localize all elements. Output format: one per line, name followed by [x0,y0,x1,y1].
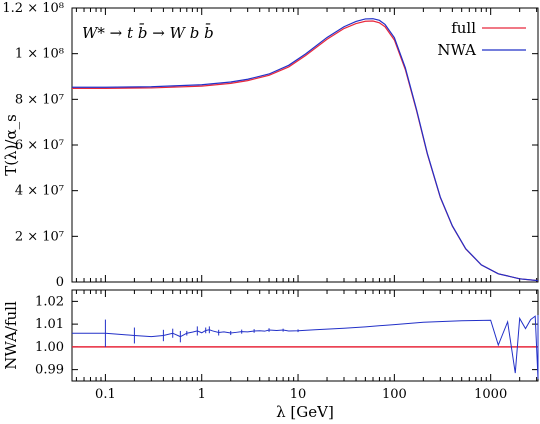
main-y-tick-label: 8 × 10⁷ [15,92,64,107]
main-y-tick-label: 1 × 10⁸ [15,47,64,62]
series-line-full [72,20,539,282]
legend-label-full: full [451,19,476,37]
series-line-nwa [72,18,539,282]
x-tick-label: 10 [290,387,307,402]
ratio-y-tick-label: 0.99 [35,363,64,378]
ratio-x-ticks: 0.1 1 10 100 1000 [75,290,538,402]
ratio-series-line [72,315,539,379]
legend: full NWA [437,19,526,59]
main-y-tick-label: 0 [56,275,64,290]
x-tick-label: 1000 [474,387,507,402]
ratio-y-ticks: 0.99 1.00 1.01 1.02 [35,294,538,378]
ratio-plot-frame [71,289,539,382]
main-y-axis-label: T(λ)/α_s [2,114,20,176]
main-y-tick-label: 1.2 × 10⁸ [2,1,64,16]
main-panel: 0 2 × 10⁷ 4 × 10⁷ 6 × 10⁷ 8 × 10⁷ 1 × 10⁸ 1.2 … [2,1,539,290]
x-tick-label: 100 [382,387,407,402]
process-annotation: W* → t b̄ → W b b̄ [82,24,214,42]
ratio-panel: 0.991.001.011.02 0.1 1 10 100 1000 NWA/full … [2,289,539,421]
ratio-y-tick-label: 1.01 [35,317,64,332]
main-y-tick-label: 4 × 10⁷ [15,184,64,199]
main-series-lines [72,18,539,282]
main-y-tick-label: 2 × 10⁷ [15,229,64,244]
legend-label-nwa: NWA [437,41,476,59]
main-y-ticks: 0 2 × 10⁷ 4 × 10⁷ 6 × 10⁷ 8 × 10⁷ 1 × 10⁸ 1.2 … [2,1,538,290]
ratio-series-lines [72,315,539,379]
main-y-tick-label: 6 × 10⁷ [15,138,64,153]
x-axis-label: λ [GeV] [276,403,334,421]
main-x-ticks [75,8,538,282]
ratio-y-axis-label: NWA/full [2,301,20,370]
x-tick-label: 0.1 [95,387,116,402]
ratio-y-tick-label: 1.02 [35,294,64,309]
x-tick-label: 1 [198,387,206,402]
ratio-y-tick-label: 1.00 [35,340,64,355]
